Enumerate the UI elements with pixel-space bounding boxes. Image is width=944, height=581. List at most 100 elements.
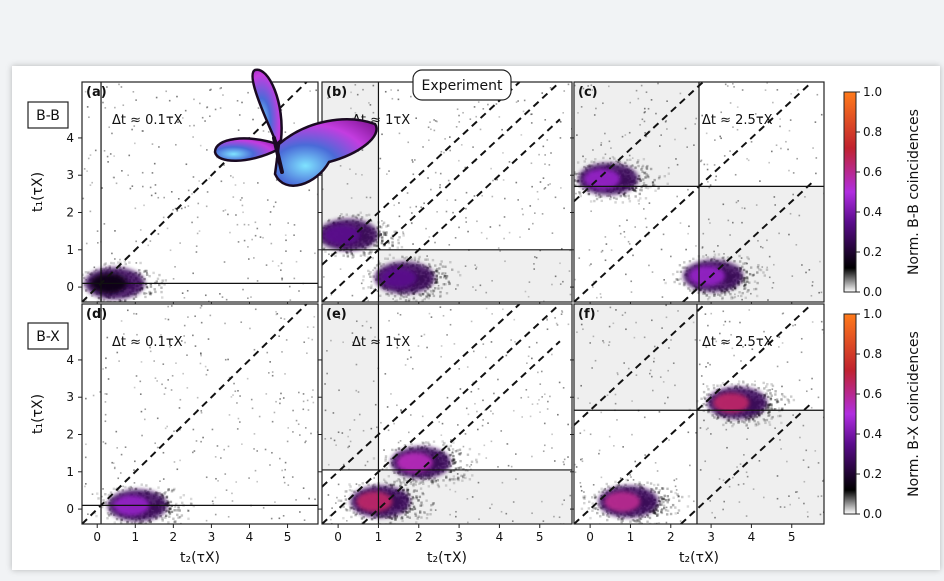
cluster-point [393, 295, 397, 298]
cluster-point [84, 270, 88, 274]
noise-point [607, 85, 610, 88]
noise-point [337, 483, 340, 486]
noise-point [229, 175, 232, 177]
noise-point [511, 520, 514, 522]
noise-point [355, 483, 358, 485]
noise-point [402, 232, 405, 235]
noise-point [179, 459, 181, 462]
noise-point [339, 215, 341, 217]
noise-point [640, 84, 643, 87]
cluster-point [671, 273, 675, 276]
noise-point [104, 420, 107, 423]
cluster-point [744, 282, 747, 285]
noise-point [336, 496, 338, 499]
cluster-point [702, 292, 705, 295]
cluster-point [84, 299, 87, 302]
noise-point [267, 131, 270, 133]
cluster-point [346, 251, 349, 254]
noise-point [543, 422, 546, 425]
noise-point [350, 107, 352, 110]
noise-point [144, 408, 147, 411]
cluster-point [105, 266, 108, 269]
cluster-point [379, 233, 383, 237]
cluster-point [405, 295, 408, 298]
noise-point [285, 339, 288, 341]
noise-point [409, 414, 412, 416]
noise-point [306, 352, 308, 355]
noise-point [655, 112, 657, 115]
noise-point [257, 182, 259, 184]
noise-point [194, 345, 197, 347]
cluster-point [177, 505, 180, 509]
noise-point [455, 510, 457, 513]
noise-point [133, 469, 135, 471]
cluster-point [373, 483, 376, 486]
cluster-point [722, 256, 725, 259]
cluster-point [439, 295, 442, 298]
noise-point [298, 391, 300, 394]
cluster-point [106, 517, 109, 520]
cluster-point [107, 493, 111, 497]
noise-point [485, 291, 488, 294]
cluster-point [349, 506, 352, 509]
noise-point [497, 466, 499, 468]
cluster-point [425, 516, 429, 520]
cluster-point [756, 271, 759, 274]
noise-point [264, 448, 267, 451]
noise-point [393, 336, 396, 339]
noise-point [222, 94, 224, 96]
noise-point [477, 101, 480, 103]
cluster-point [426, 258, 429, 261]
cluster-point [144, 522, 147, 524]
noise-point [815, 172, 817, 175]
noise-point [531, 455, 533, 458]
noise-point [355, 363, 358, 366]
cluster-point [376, 226, 379, 229]
noise-point [206, 369, 209, 371]
noise-point [247, 297, 249, 300]
noise-point [788, 233, 790, 236]
cluster-point [407, 293, 410, 296]
noise-point [490, 341, 493, 343]
cluster-point [649, 185, 652, 189]
cluster-point [583, 165, 586, 169]
cluster-point [406, 492, 410, 495]
noise-point [610, 249, 613, 251]
noise-point [726, 85, 729, 87]
noise-point [584, 158, 587, 160]
panel-annotation: Δt ≈ 0.1τX [112, 335, 183, 350]
noise-point [439, 172, 442, 175]
noise-point [529, 415, 532, 418]
noise-point [558, 381, 561, 384]
noise-point [529, 205, 532, 207]
cluster-point [323, 246, 326, 250]
noise-point [466, 498, 469, 500]
noise-point [308, 189, 311, 192]
cluster-point [678, 263, 682, 267]
cluster-point [362, 516, 365, 519]
noise-point [674, 138, 676, 141]
noise-point [561, 311, 564, 313]
noise-point [599, 293, 602, 295]
noise-point [334, 502, 337, 504]
noise-point [412, 243, 414, 245]
noise-point [490, 410, 492, 412]
cluster-point [440, 286, 443, 290]
noise-point [399, 440, 402, 442]
noise-point [464, 433, 467, 435]
cluster-point [740, 279, 744, 282]
cluster-point [609, 161, 613, 164]
noise-point [193, 450, 196, 452]
noise-point [498, 116, 501, 118]
cluster-point [387, 241, 390, 245]
noise-point [628, 154, 631, 157]
noise-point [199, 352, 202, 355]
cluster-point [444, 277, 448, 280]
cluster-point [345, 213, 348, 216]
noise-point [666, 100, 668, 103]
noise-point [166, 227, 169, 230]
cluster-point [399, 481, 402, 484]
noise-point [183, 335, 186, 337]
noise-point [105, 366, 107, 369]
